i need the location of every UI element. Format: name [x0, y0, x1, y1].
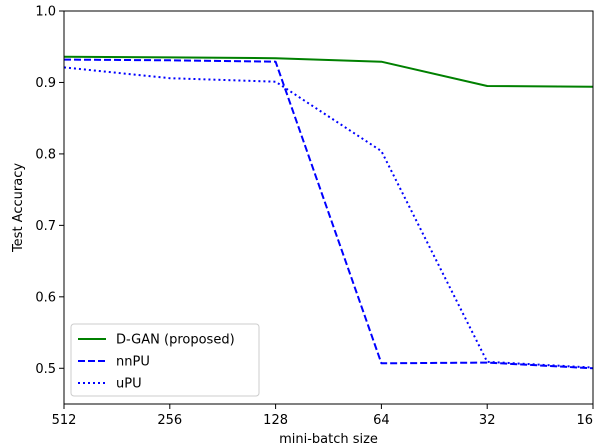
x-tick-label: 64 [373, 413, 390, 428]
legend: D-GAN (proposed) nnPU uPU [70, 323, 260, 397]
legend-label: D-GAN (proposed) [116, 333, 235, 348]
series-line-upu [63, 66, 594, 369]
x-tick-label: 512 [52, 413, 77, 428]
x-tick-label: 256 [157, 413, 182, 428]
y-axis-ticks: 0.5 0.6 0.7 0.8 0.9 1.0 [35, 5, 64, 377]
plot-frame [63, 10, 594, 405]
y-tick-label: 0.5 [35, 362, 56, 377]
series-lines [63, 55, 594, 370]
legend-box [70, 323, 260, 397]
legend-label: uPU [116, 377, 142, 392]
y-tick-label: 0.7 [35, 219, 56, 234]
series-line-d-gan-proposed [63, 55, 594, 88]
y-tick-label: 1.0 [35, 5, 56, 20]
y-axis-label: Test Accuracy [11, 163, 26, 253]
x-tick-label: 16 [576, 413, 593, 428]
x-tick-label: 128 [263, 413, 288, 428]
legend-label: nnPU [116, 355, 150, 370]
y-tick-label: 0.9 [35, 76, 56, 91]
y-tick-label: 0.6 [35, 290, 56, 305]
series-line-nnpu [63, 58, 594, 370]
x-tick-label: 32 [479, 413, 496, 428]
y-tick-label: 0.8 [35, 147, 56, 162]
x-axis-ticks: 512 256 128 64 32 16 [52, 404, 594, 428]
x-axis-label: mini-batch size [279, 432, 378, 446]
